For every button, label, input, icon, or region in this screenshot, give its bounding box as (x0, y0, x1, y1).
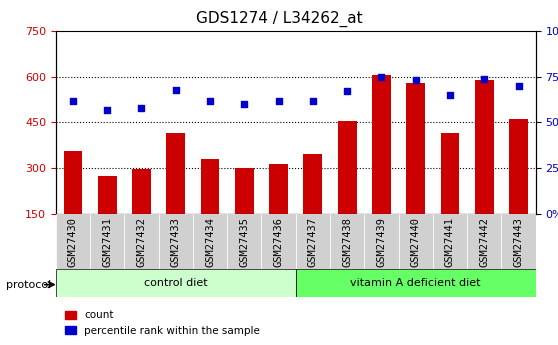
FancyBboxPatch shape (330, 214, 364, 269)
Point (103, 107, 112, 112)
Point (514, 83, 523, 89)
Bar (201, 159, 219, 214)
Bar (338, 121, 357, 214)
Bar (364, 31, 398, 214)
FancyBboxPatch shape (433, 214, 467, 269)
Bar (398, 31, 433, 214)
Bar (227, 31, 262, 214)
Bar (475, 80, 494, 214)
Text: GSM27432: GSM27432 (137, 217, 147, 267)
Bar (90, 31, 124, 214)
Bar (269, 164, 288, 214)
Bar (124, 31, 158, 214)
Text: GSM27434: GSM27434 (205, 217, 215, 267)
Text: GSM27431: GSM27431 (102, 217, 112, 267)
Bar (467, 31, 502, 214)
Bar (406, 83, 425, 214)
Point (274, 98, 283, 103)
Text: GSM27443: GSM27443 (513, 217, 523, 267)
Point (205, 98, 214, 103)
Bar (262, 31, 296, 214)
Bar (372, 75, 391, 214)
FancyBboxPatch shape (467, 214, 502, 269)
FancyBboxPatch shape (398, 214, 433, 269)
FancyBboxPatch shape (56, 214, 90, 269)
Point (137, 105, 146, 111)
Bar (330, 31, 364, 214)
FancyBboxPatch shape (124, 214, 158, 269)
Text: GSM27435: GSM27435 (239, 217, 249, 267)
Point (309, 98, 318, 103)
Text: vitamin A deficient diet: vitamin A deficient diet (350, 278, 481, 288)
Text: GSM27440: GSM27440 (411, 217, 421, 267)
Legend: count, percentile rank within the sample: count, percentile rank within the sample (61, 306, 264, 340)
FancyBboxPatch shape (502, 214, 536, 269)
Text: GSM27436: GSM27436 (273, 217, 283, 267)
Text: GSM27430: GSM27430 (68, 217, 78, 267)
Point (171, 87, 180, 92)
FancyBboxPatch shape (227, 214, 262, 269)
Text: GSM27433: GSM27433 (171, 217, 181, 267)
Text: GSM27441: GSM27441 (445, 217, 455, 267)
Point (240, 101, 249, 107)
Point (69, 98, 78, 103)
Text: GSM27437: GSM27437 (308, 217, 318, 267)
Point (343, 89, 352, 94)
Bar (441, 133, 459, 214)
Bar (433, 31, 467, 214)
Bar (502, 31, 536, 214)
FancyBboxPatch shape (56, 269, 296, 297)
Text: protocol: protocol (6, 280, 51, 289)
FancyBboxPatch shape (364, 214, 398, 269)
FancyBboxPatch shape (296, 214, 330, 269)
Bar (235, 168, 254, 214)
Text: GSM27439: GSM27439 (377, 217, 387, 267)
Bar (132, 169, 151, 214)
FancyBboxPatch shape (296, 269, 536, 297)
Bar (56, 31, 90, 214)
Bar (158, 31, 193, 214)
FancyBboxPatch shape (158, 214, 193, 269)
Bar (166, 133, 185, 214)
Text: control diet: control diet (144, 278, 208, 288)
Point (445, 92, 454, 98)
Bar (193, 31, 227, 214)
Text: GSM27438: GSM27438 (342, 217, 352, 267)
Bar (296, 31, 330, 214)
Point (480, 76, 489, 81)
Bar (509, 119, 528, 214)
FancyBboxPatch shape (262, 214, 296, 269)
Text: GDS1274 / L34262_at: GDS1274 / L34262_at (196, 10, 362, 27)
FancyBboxPatch shape (90, 214, 124, 269)
Point (377, 74, 386, 80)
Bar (304, 155, 323, 214)
Bar (98, 176, 117, 214)
Text: GSM27442: GSM27442 (479, 217, 489, 267)
Point (411, 78, 420, 83)
Bar (64, 151, 83, 214)
FancyBboxPatch shape (193, 214, 227, 269)
